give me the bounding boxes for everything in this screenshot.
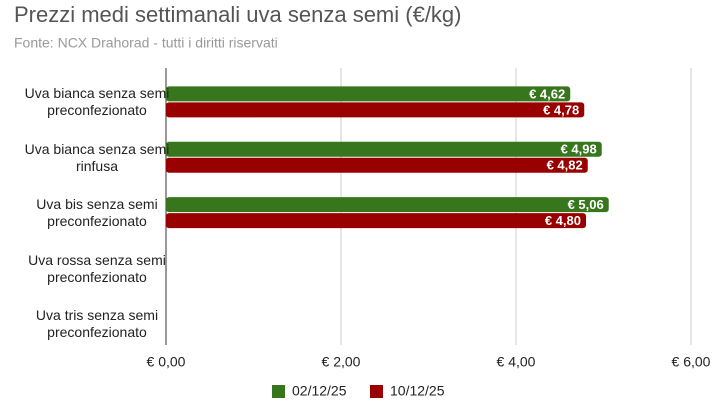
x-tick-label: € 4,00 bbox=[497, 354, 536, 370]
value-label: € 4,80 bbox=[545, 213, 581, 228]
legend-swatch bbox=[272, 385, 285, 398]
x-tick-label: € 6,00 bbox=[672, 354, 711, 370]
legend-label: 02/12/25 bbox=[292, 383, 347, 399]
value-label: € 4,78 bbox=[543, 102, 579, 117]
bar bbox=[166, 102, 585, 118]
bar bbox=[166, 213, 586, 229]
x-tick-label: € 2,00 bbox=[322, 354, 361, 370]
y-tick-label: Uva bis senza semi preconfezionato bbox=[36, 196, 158, 230]
value-label: € 4,62 bbox=[529, 86, 565, 101]
y-tick-label: Uva bianca senza semi rinfusa bbox=[24, 140, 170, 174]
y-tick-label: Uva bianca senza semi preconfezionato bbox=[24, 85, 170, 119]
legend-swatch bbox=[370, 385, 383, 398]
value-label: € 4,98 bbox=[561, 142, 597, 157]
x-tick-label: € 0,00 bbox=[147, 354, 186, 370]
bar bbox=[166, 197, 609, 213]
value-label: € 4,82 bbox=[547, 158, 583, 173]
bar bbox=[166, 86, 571, 102]
bar bbox=[166, 141, 602, 157]
y-tick-label: Uva tris senza semi preconfezionato bbox=[35, 306, 159, 340]
chart-subtitle: Fonte: NCX Drahorad - tutti i diritti ri… bbox=[14, 35, 278, 51]
legend-label: 10/12/25 bbox=[390, 383, 445, 399]
bar bbox=[166, 157, 588, 173]
y-tick-label: Uva rossa senza semi preconfezionato bbox=[28, 251, 166, 285]
value-label: € 5,06 bbox=[568, 197, 604, 212]
chart-title: Prezzi medi settimanali uva senza semi (… bbox=[14, 2, 462, 27]
